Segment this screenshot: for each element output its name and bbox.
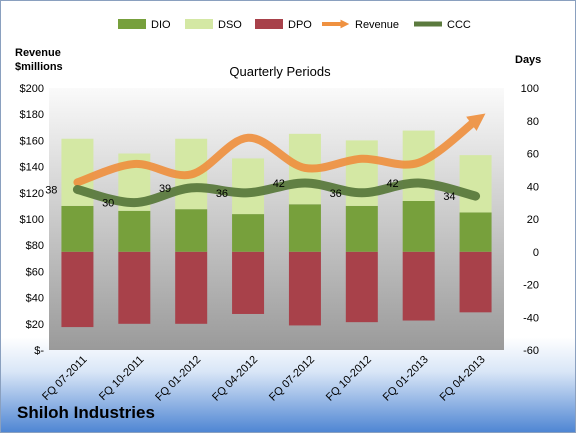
x-tick-label: FQ 07-2012 (267, 354, 317, 404)
dio-bar (288, 204, 321, 252)
ccc-data-label: 38 (45, 185, 57, 197)
right-tick-label: -20 (523, 280, 539, 292)
dpo-bar (459, 251, 492, 313)
legend-dso-swatch (185, 19, 213, 29)
x-tick-label: FQ 07-2011 (40, 354, 89, 403)
right-tick-label: -60 (523, 345, 539, 357)
dpo-bar (118, 251, 151, 324)
dio-bar (345, 205, 378, 252)
company-name: Shiloh Industries (17, 403, 155, 422)
dio-bar (175, 209, 208, 252)
dso-bar (232, 158, 265, 215)
ccc-data-label: 36 (330, 188, 342, 200)
dso-bar (459, 155, 492, 213)
x-tick-label: FQ 01-2012 (153, 354, 203, 404)
x-tick-label: FQ 10-2012 (324, 354, 374, 404)
x-tick-label: FQ 10-2011 (97, 354, 146, 403)
bars-layer (61, 130, 492, 328)
legend: DIO DSO DPO Revenue CCC (118, 19, 471, 31)
left-tick-label: $60 (26, 266, 44, 278)
dpo-bar (175, 251, 208, 324)
left-tick-label: $140 (20, 162, 44, 174)
dpo-bar (402, 251, 435, 321)
right-tick-label: 60 (527, 149, 539, 161)
left-axis-title-line1: Revenue (15, 47, 61, 59)
dio-bar (61, 205, 94, 252)
legend-revenue-label: Revenue (355, 19, 399, 31)
x-tick-label: FQ 04-2013 (438, 354, 488, 404)
right-tick-label: -40 (523, 312, 539, 324)
ccc-data-label: 42 (386, 178, 398, 190)
right-tick-label: 0 (533, 247, 539, 259)
legend-ccc-label: CCC (447, 19, 471, 31)
dpo-bar (232, 251, 265, 314)
left-tick-label: $100 (20, 214, 44, 226)
ccc-data-label: 34 (443, 191, 455, 203)
legend-dpo-label: DPO (288, 19, 312, 31)
ccc-data-label: 42 (273, 178, 285, 190)
left-tick-label: $- (34, 345, 44, 357)
revenue-line (73, 113, 486, 187)
left-tick-label: $180 (20, 109, 44, 121)
dpo-bar (61, 251, 94, 328)
left-axis-ticks: $200 $180 $160 $140 $120 $100 $80 $60 $40 $20 $- (20, 83, 45, 357)
ccc-data-label: 30 (102, 198, 114, 210)
legend-dio-swatch (118, 19, 146, 29)
chart-title: Quarterly Periods (229, 64, 331, 79)
right-tick-label: 40 (527, 181, 539, 193)
ccc-data-label: 39 (159, 183, 171, 195)
dpo-bar (288, 251, 321, 326)
left-axis-title-line2: $millions (15, 61, 63, 73)
right-tick-label: 20 (527, 214, 539, 226)
right-axis-title: Days (515, 54, 541, 66)
left-tick-label: $120 (20, 188, 44, 200)
left-tick-label: $40 (26, 293, 44, 305)
legend-dso-label: DSO (218, 19, 242, 31)
dio-bar (118, 210, 151, 252)
left-tick-label: $160 (20, 135, 44, 147)
ccc-data-label: 36 (216, 188, 228, 200)
x-tick-label: FQ 01-2013 (381, 354, 431, 404)
lines-layer (72, 113, 486, 208)
left-tick-label: $20 (26, 319, 44, 331)
x-axis-ticks: FQ 07-2011 FQ 10-2011 FQ 01-2012 FQ 04-2012… (40, 354, 488, 404)
plot-area (49, 88, 504, 350)
left-tick-label: $200 (20, 83, 44, 95)
right-tick-label: 80 (527, 116, 539, 128)
ccc-labels-layer: 38 30 39 36 42 36 42 34 (45, 178, 455, 210)
ccc-line (72, 178, 481, 208)
x-tick-label: FQ 04-2012 (210, 354, 260, 404)
dio-bar (232, 214, 265, 252)
dio-bar (402, 200, 435, 252)
dpo-bar (345, 251, 378, 323)
dio-bar (459, 212, 492, 252)
legend-dpo-swatch (255, 19, 283, 29)
legend-dio-label: DIO (151, 19, 171, 31)
left-tick-label: $80 (26, 240, 44, 252)
right-tick-label: 100 (521, 83, 539, 95)
right-axis-ticks: 100 80 60 40 20 0 -20 -40 -60 (521, 83, 539, 357)
